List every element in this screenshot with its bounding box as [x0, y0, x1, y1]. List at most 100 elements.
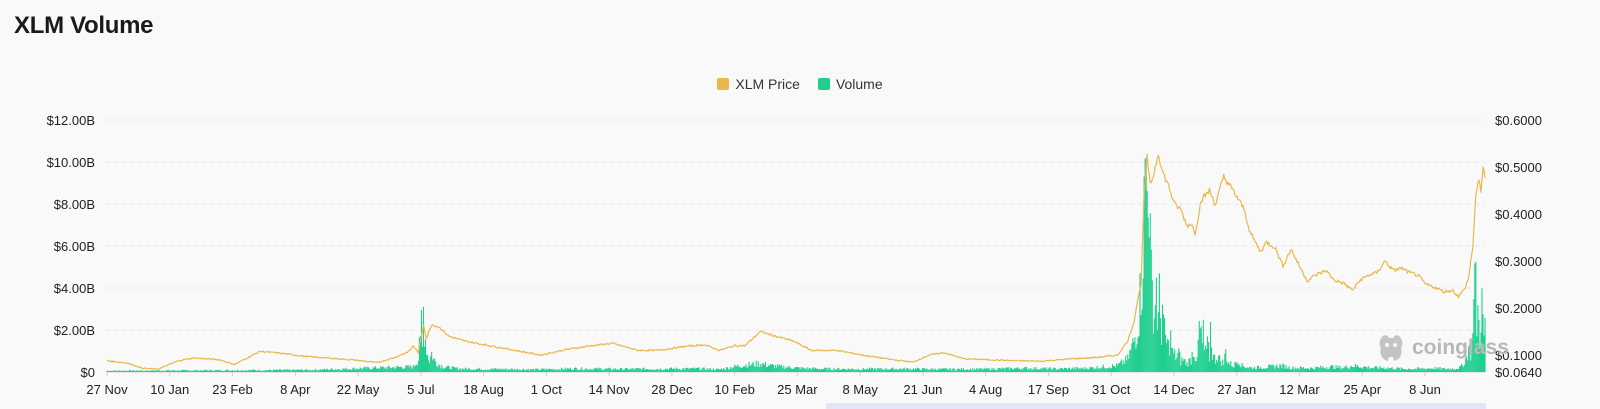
volume-bar: [1008, 369, 1010, 372]
volume-bar: [771, 364, 773, 372]
volume-bar: [1236, 362, 1238, 372]
volume-bar: [227, 370, 230, 372]
volume-bar: [254, 369, 256, 372]
volume-bar: [754, 366, 756, 372]
volume-bar: [1126, 360, 1128, 372]
x-tick-label: 8 Jun: [1409, 382, 1441, 397]
volume-bar: [703, 367, 705, 372]
volume-bar: [1367, 368, 1369, 372]
volume-bar: [1362, 368, 1364, 372]
volume-bar: [239, 370, 241, 372]
volume-bar: [923, 368, 925, 372]
volume-bar: [1208, 361, 1210, 372]
volume-bar: [109, 371, 111, 372]
volume-bar: [979, 368, 981, 372]
volume-bar: [793, 368, 795, 372]
volume-bar: [749, 365, 751, 372]
volume-bar: [477, 368, 479, 372]
volume-bar: [769, 363, 772, 372]
volume-bar: [627, 368, 629, 372]
volume-bar: [1175, 359, 1177, 372]
volume-bar: [250, 369, 252, 372]
volume-bar: [1171, 347, 1173, 372]
volume-bar: [178, 370, 181, 372]
volume-bar: [1320, 365, 1322, 372]
volume-bar: [947, 369, 949, 372]
volume-bar: [958, 368, 960, 372]
volume-bar: [1117, 365, 1119, 372]
volume-bar: [1196, 356, 1198, 372]
volume-bar: [994, 369, 996, 372]
volume-bar: [148, 370, 150, 372]
volume-bar: [911, 369, 913, 372]
volume-bar: [701, 368, 703, 372]
volume-bar: [860, 369, 862, 372]
volume-bar: [230, 370, 232, 372]
range-scroll-handle[interactable]: [826, 403, 1486, 409]
volume-bar: [339, 369, 341, 372]
volume-bar: [1239, 366, 1241, 372]
volume-bar: [281, 370, 283, 372]
volume-bar: [1015, 368, 1018, 372]
volume-bar: [971, 370, 973, 372]
volume-bar: [1267, 367, 1269, 372]
volume-bar: [114, 370, 116, 372]
volume-bar: [474, 369, 477, 372]
volume-bar: [887, 369, 889, 372]
volume-bar: [894, 369, 896, 372]
volume-bar: [253, 369, 255, 372]
volume-bar: [779, 364, 781, 372]
volume-bar: [643, 367, 645, 372]
volume-bar: [913, 370, 916, 372]
legend-item-price[interactable]: XLM Price: [717, 76, 800, 92]
volume-bar: [471, 369, 474, 372]
volume-bar: [1243, 366, 1245, 372]
volume-bar: [295, 370, 297, 372]
volume-bar: [1323, 367, 1325, 372]
volume-bar: [395, 367, 397, 372]
volume-bar: [423, 346, 426, 372]
volume-bar: [389, 367, 391, 372]
volume-bar: [560, 367, 562, 372]
volume-bar: [1302, 367, 1304, 372]
volume-bar: [1129, 350, 1131, 372]
volume-bar: [1288, 366, 1290, 372]
x-tick-label: 4 Aug: [969, 382, 1002, 397]
volume-bar: [849, 369, 851, 372]
volume-bar: [1421, 367, 1423, 372]
volume-bar: [1122, 364, 1124, 372]
volume-bar: [1218, 355, 1220, 372]
volume-bar: [718, 369, 721, 372]
volume-bar: [169, 370, 171, 372]
volume-bar: [1241, 362, 1243, 372]
volume-bar: [1147, 217, 1149, 372]
volume-bar: [506, 370, 508, 372]
volume-bar: [110, 370, 112, 372]
volume-bar: [1405, 369, 1408, 372]
volume-bar: [1048, 367, 1050, 372]
volume-bar: [1254, 369, 1256, 372]
volume-bar: [613, 369, 615, 372]
volume-bar: [1326, 367, 1328, 372]
volume-bar: [1371, 367, 1373, 372]
volume-bar: [942, 368, 944, 372]
volume-bar: [140, 369, 142, 372]
volume-bar: [785, 367, 787, 372]
volume-bar: [525, 370, 527, 372]
volume-bar: [897, 369, 899, 372]
volume-bar: [763, 364, 765, 372]
volume-bar: [1300, 367, 1302, 372]
volume-bar: [1244, 367, 1246, 372]
volume-bar: [1142, 278, 1144, 372]
volume-bar: [978, 368, 980, 372]
volume-bar: [717, 368, 720, 372]
volume-bar: [1174, 349, 1176, 372]
volume-bar: [161, 370, 163, 372]
y-right-tick-label: $0.6000: [1495, 113, 1542, 128]
volume-bar: [552, 368, 554, 372]
volume-bar: [735, 366, 737, 372]
legend-item-volume[interactable]: Volume: [817, 76, 883, 92]
volume-bar: [1356, 365, 1359, 372]
volume-bar: [188, 370, 190, 372]
volume-bar: [1379, 365, 1381, 372]
